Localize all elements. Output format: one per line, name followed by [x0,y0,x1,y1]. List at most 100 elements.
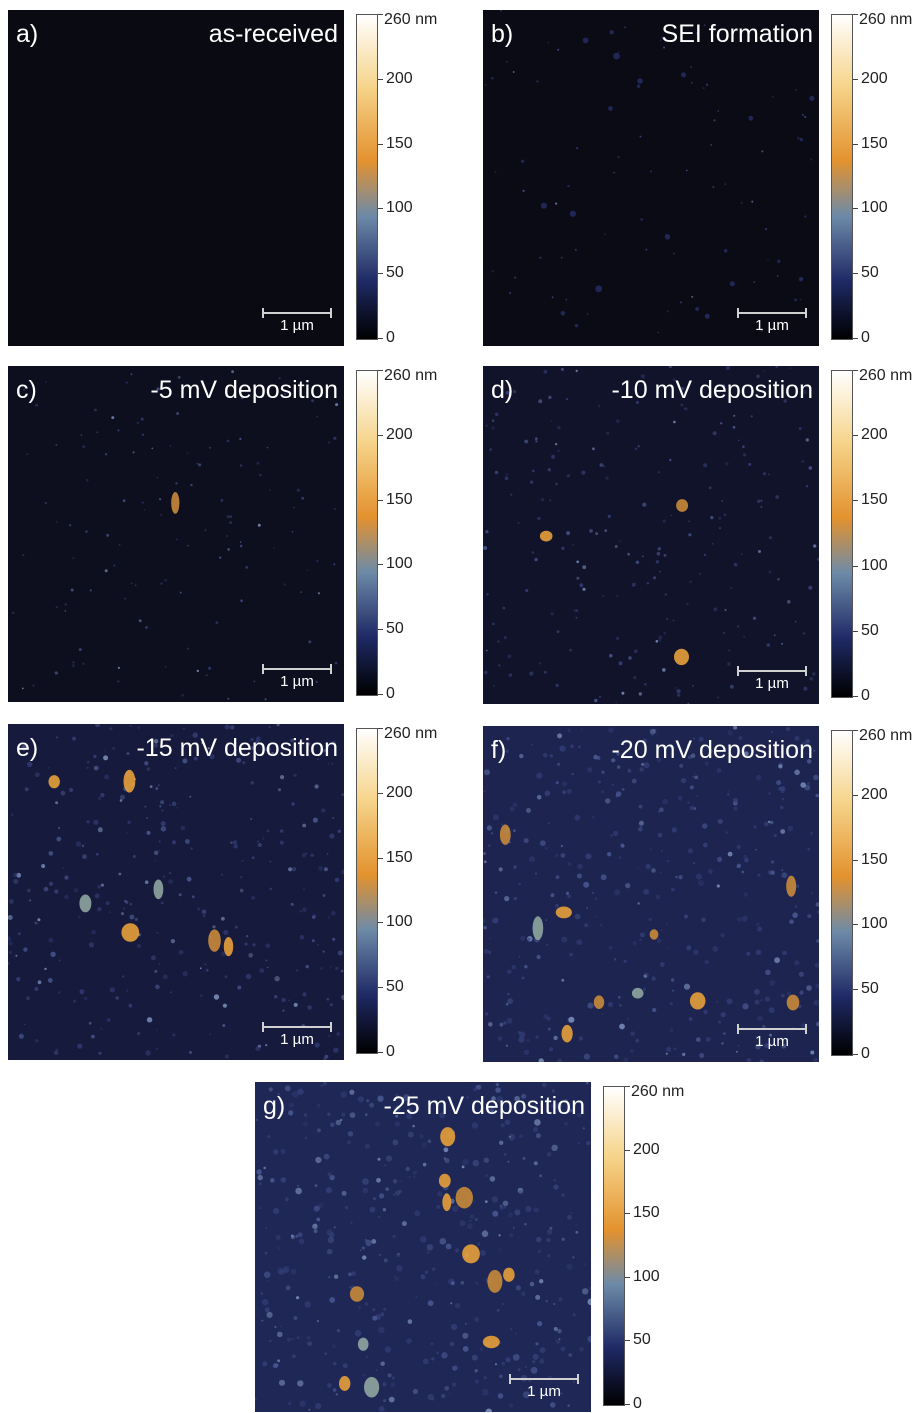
colorbar-tick-mark [853,143,858,145]
colorbar-tick-label: 260 nm [384,11,438,28]
colorbar-tick-label: 150 [386,490,413,508]
colorbar-tick-label: 200 [861,785,888,803]
colorbar-tick-mark [853,794,858,796]
colorbar-tick-label: 150 [861,491,888,509]
scale-bar-label: 1 µm [527,1383,561,1400]
panel-title: -10 mV deposition [611,376,813,404]
colorbar-tick-mark [853,208,858,210]
colorbar-tick-label: 0 [633,1395,642,1412]
colorbar-tick-mark [378,857,383,859]
colorbar-tick-mark [378,370,383,371]
scale-bar-label: 1 µm [280,673,314,690]
colorbar-gradient [356,370,378,696]
colorbar-tick-label: 260 nm [859,11,913,28]
colorbar-tick-mark [378,987,383,989]
colorbar-tick-label: 260 nm [859,367,913,384]
colorbar-tick-label: 260 nm [384,367,438,384]
colorbar-tick-mark [853,500,858,502]
colorbar-gradient [831,730,853,1056]
colorbar-tick-label: 0 [386,1043,395,1060]
afm-image: a) as-received 1 µm [8,10,344,346]
panel-g: g) -25 mV deposition 1 µm 260 nm 200 150 10… [255,1082,687,1412]
colorbar-gradient [356,14,378,340]
panel-a: a) as-received 1 µm 260 nm 200 150 100 50 0 [8,10,438,346]
colorbar: 260 nm 200 150 100 50 0 [356,724,438,1060]
colorbar-tick-label: 150 [861,850,888,868]
afm-image: b) SEI formation 1 µm [483,10,819,346]
colorbar-tick-label: 260 nm [384,725,438,742]
panel-label: f) [491,736,507,764]
colorbar-tick-mark [378,143,383,145]
colorbar-tick-mark [625,1149,630,1151]
colorbar-tick-label: 200 [861,69,888,87]
colorbar-tick-label: 0 [386,329,395,346]
colorbar-tick-label: 50 [861,621,879,639]
colorbar-tick-label: 50 [386,264,404,282]
panel-label: b) [491,20,514,48]
colorbar-tick-label: 50 [386,978,404,996]
afm-surface [483,726,819,1062]
colorbar-tick-mark [853,14,858,15]
colorbar-tick-label: 50 [861,264,879,282]
panel-e: e) -15 mV deposition 1 µm 260 nm 200 150 10… [8,724,438,1060]
colorbar-tick-label: 100 [386,199,413,217]
colorbar-tick-label: 200 [386,783,413,801]
colorbar-tick-label: 100 [861,915,888,933]
colorbar-tick-label: 200 [386,425,413,443]
colorbar-tick-mark [853,696,858,697]
colorbar-tick-label: 260 nm [859,727,913,744]
colorbar-tick-mark [853,565,858,567]
colorbar-tick-label: 100 [386,913,413,931]
colorbar-tick-mark [853,859,858,861]
colorbar-tick-label: 50 [633,1331,651,1349]
colorbar-tick-mark [853,924,858,926]
scale-bar: 1 µm [737,1022,807,1052]
colorbar-tick-mark [853,1054,858,1055]
colorbar: 260 nm 200 150 100 50 0 [603,1082,685,1412]
colorbar-tick-label: 50 [386,620,404,638]
scale-bar: 1 µm [509,1372,579,1402]
afm-image: d) -10 mV deposition 1 µm [483,366,819,704]
panel-f: f) -20 mV deposition 1 µm 260 nm 200 150 10… [483,726,913,1062]
scale-bar-label: 1 µm [755,675,789,692]
panel-label: a) [16,20,39,48]
colorbar-tick-label: 200 [386,69,413,87]
colorbar-gradient [603,1086,625,1406]
scale-bar: 1 µm [262,306,332,336]
panel-b: b) SEI formation 1 µm 260 nm 200 150 100 50 0 [483,10,913,346]
colorbar-tick-mark [853,338,858,339]
scale-bar: 1 µm [262,662,332,692]
colorbar: 260 nm 200 150 100 50 0 [356,366,438,702]
colorbar-tick-mark [853,78,858,80]
afm-image: c) -5 mV deposition 1 µm [8,366,344,702]
colorbar-tick-label: 0 [861,1045,870,1062]
scale-bar-label: 1 µm [280,1031,314,1048]
panel-title: -5 mV deposition [150,376,338,404]
afm-surface [484,10,815,334]
colorbar: 260 nm 200 150 100 50 0 [831,366,913,704]
scale-bar: 1 µm [737,306,807,336]
colorbar-tick-mark [853,630,858,632]
panel-label: d) [491,376,514,404]
panel-title: -25 mV deposition [383,1092,585,1120]
colorbar-tick-mark [378,208,383,210]
afm-image: g) -25 mV deposition 1 µm [255,1082,591,1412]
colorbar-tick-mark [853,435,858,437]
colorbar-tick-mark [378,792,383,794]
colorbar-tick-mark [378,499,383,501]
colorbar-tick-mark [378,14,383,15]
colorbar-tick-mark [378,564,383,566]
panel-title: -20 mV deposition [611,736,813,764]
scale-bar-label: 1 µm [755,317,789,334]
colorbar-tick-mark [625,1340,630,1342]
scale-bar-label: 1 µm [755,1033,789,1050]
colorbar-tick-mark [378,728,383,729]
colorbar-tick-mark [625,1213,630,1215]
panel-label: c) [16,376,37,404]
panel-label: e) [16,734,39,762]
colorbar-tick-mark [853,273,858,275]
colorbar-tick-label: 200 [633,1140,660,1158]
colorbar-tick-mark [625,1086,630,1087]
colorbar-tick-mark [378,273,383,275]
colorbar-tick-label: 150 [386,848,413,866]
